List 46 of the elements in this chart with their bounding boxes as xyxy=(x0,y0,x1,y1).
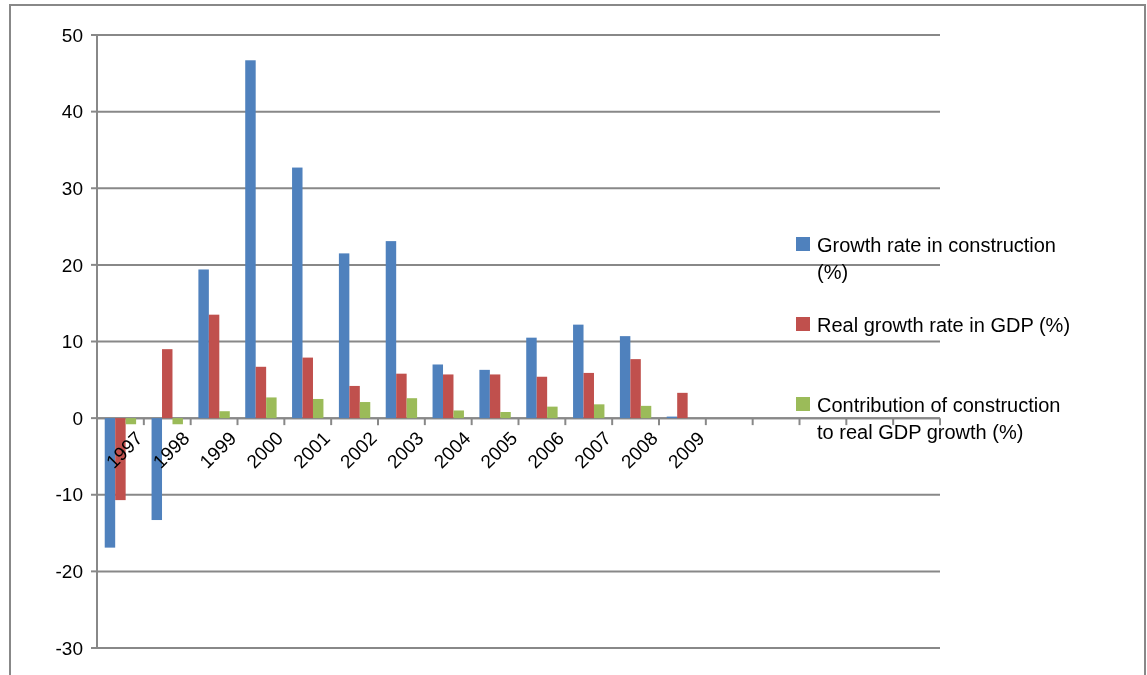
bar xyxy=(125,418,137,425)
bar xyxy=(349,385,360,419)
legend-label: Contribution of construction to real GDP growth (%) xyxy=(817,394,1061,443)
bar xyxy=(593,404,605,419)
y-tick-label: -10 xyxy=(55,484,83,506)
y-tick-label: -30 xyxy=(55,637,83,659)
bar xyxy=(208,314,220,419)
bar xyxy=(640,405,652,419)
bar xyxy=(266,397,277,419)
bar xyxy=(198,269,209,419)
y-tick-label: 0 xyxy=(72,407,83,429)
bar xyxy=(432,364,444,419)
bar xyxy=(547,406,558,419)
bar xyxy=(479,369,490,419)
bar xyxy=(583,372,594,419)
bar xyxy=(500,412,511,419)
bar xyxy=(302,357,313,419)
legend-label: Growth rate in construction (%) xyxy=(817,234,1056,283)
bar xyxy=(489,374,501,419)
y-tick-label: 10 xyxy=(61,331,83,353)
y-tick-label: 30 xyxy=(61,177,83,199)
bar xyxy=(573,324,584,419)
bar xyxy=(292,167,303,419)
bar xyxy=(172,418,183,425)
bar xyxy=(453,410,464,419)
bar xyxy=(677,392,688,419)
y-tick-label: 40 xyxy=(61,101,83,123)
bar xyxy=(536,376,548,419)
bar xyxy=(219,411,230,419)
bar xyxy=(162,349,173,419)
bar xyxy=(385,241,397,419)
bar xyxy=(359,402,371,419)
bar xyxy=(406,398,418,419)
y-tick-label: -20 xyxy=(55,561,83,583)
y-tick-label: 50 xyxy=(61,24,83,46)
bar xyxy=(255,366,267,419)
bar xyxy=(312,398,324,419)
bar xyxy=(245,60,256,419)
bar xyxy=(338,253,350,419)
legend-label: Real growth rate in GDP (%) xyxy=(817,314,1071,336)
bar xyxy=(526,337,537,419)
bar xyxy=(443,374,454,419)
bar xyxy=(396,373,407,419)
bar xyxy=(619,336,631,419)
y-tick-label: 20 xyxy=(61,254,83,276)
bar xyxy=(630,359,641,419)
